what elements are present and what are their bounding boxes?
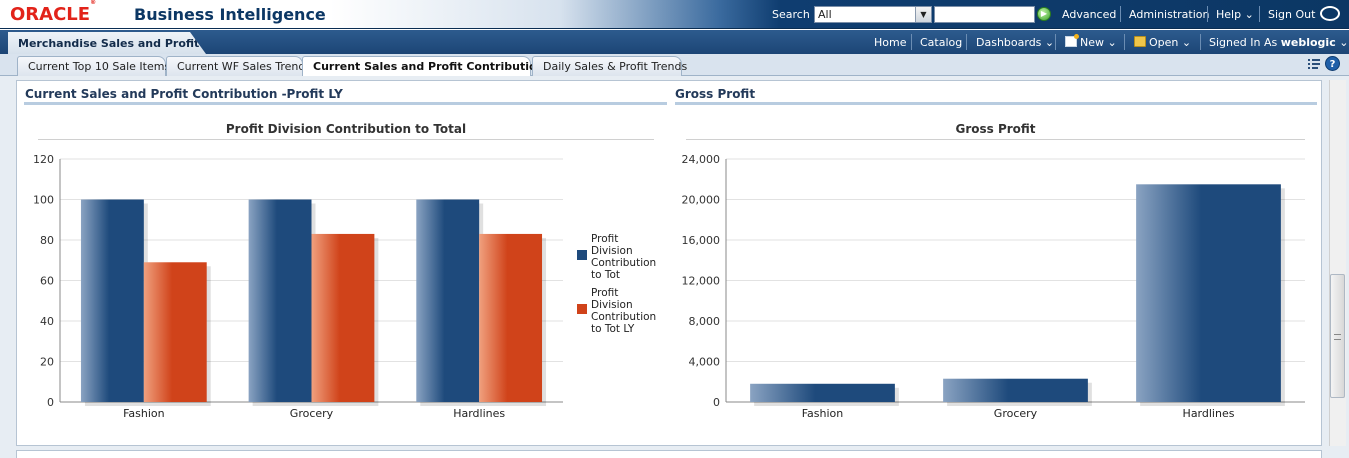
new-menu[interactable]: New ⌄ [1065,34,1117,49]
nav-divider [911,34,912,50]
y-tick-label: 20 [40,356,54,369]
legend-label: Division [591,299,633,311]
y-tick-label: 20,000 [682,194,721,207]
search-scope-value: All [818,8,832,21]
chevron-down-icon: ⌄ [1244,8,1254,21]
legend-label: Division [591,245,633,257]
x-tick-label: Fashion [802,407,844,420]
y-tick-label: 80 [40,234,54,247]
x-tick-label: Grocery [290,407,334,420]
scrollbar-thumb[interactable] [1330,274,1345,398]
tab-daily-sales-profit-trends[interactable]: Daily Sales & Profit Trends [532,56,687,76]
help-menu[interactable]: Help ⌄ [1216,8,1254,21]
y-tick-label: 8,000 [689,315,721,328]
dashboard-title: Merchandise Sales and Profit [18,37,200,50]
y-tick-label: 100 [33,194,54,207]
bar [143,262,207,402]
chevron-down-icon: ⌄ [1181,36,1192,49]
scrollbar-grip-icon [1334,334,1341,340]
search-go-icon[interactable]: ▶ [1037,7,1051,21]
bar [479,233,543,402]
tab-current-sales-and-profit-contribution[interactable]: Current Sales and Profit Contribution [302,56,544,77]
globe-icon[interactable] [1320,6,1340,21]
chevron-down-icon[interactable]: ▼ [915,7,931,22]
bar [311,233,375,402]
x-tick-label: Hardlines [453,407,505,420]
search-input[interactable] [934,6,1035,23]
left-section-underline [24,102,667,105]
legend-label: Contribution [591,257,656,269]
y-tick-label: 0 [713,396,720,409]
chevron-down-icon: ⌄ [1107,36,1117,49]
tab-current-top-10-sale-items[interactable]: Current Top 10 Sale Items [17,56,170,76]
search-label: Search [772,8,810,21]
bar [416,199,480,402]
signed-in-menu[interactable]: Signed In As weblogic ⌄ [1209,36,1349,49]
home-link[interactable]: Home [874,36,907,49]
app-title: Business Intelligence [134,5,326,24]
chevron-down-icon: ⌄ [1044,36,1055,49]
nav-divider [966,34,967,50]
nav-divider [1200,34,1201,50]
bar [1136,184,1281,402]
y-tick-label: 4,000 [689,356,721,369]
dashboards-menu[interactable]: Dashboards ⌄ [976,36,1055,49]
gross-profit-chart: 0 4,000 8,000 12,000 16,000 20,000 24,000 Fashi… [682,153,1305,420]
administration-link[interactable]: Administration [1129,8,1210,21]
bar [80,199,144,402]
legend-label: Contribution [591,311,656,323]
left-chart-title: Profit Division Contribution to Total [225,122,467,136]
folder-icon [1134,36,1146,47]
legend-swatch [577,304,587,314]
oracle-logo: ORACLE® [10,0,97,25]
user-name: weblogic [1280,36,1336,49]
left-section-title: Current Sales and Profit Contribution -P… [25,87,343,101]
bar [943,378,1088,402]
nav-divider [1124,34,1125,50]
bar [750,383,895,402]
advanced-link[interactable]: Advanced [1062,8,1117,21]
legend-label: to Tot [591,269,620,281]
search-scope-select[interactable]: All ▼ [814,6,932,23]
catalog-link[interactable]: Catalog [920,36,963,49]
nav-divider [1207,6,1208,22]
left-chart-title-rule [38,139,654,140]
nav-divider [1055,34,1056,50]
y-tick-label: 120 [33,153,54,166]
y-tick-label: 16,000 [682,234,721,247]
y-tick-label: 60 [40,275,54,288]
y-tick-label: 12,000 [682,275,721,288]
legend-label: to Tot LY [591,323,635,335]
new-document-icon [1065,34,1079,47]
top-header-bar [0,0,1349,29]
y-tick-label: 0 [47,396,54,409]
nav-divider [1120,6,1121,22]
next-section-panel [16,450,1322,458]
page-options-icon[interactable] [1308,58,1322,70]
sign-out-link[interactable]: Sign Out [1268,8,1316,21]
profit-contribution-chart: 0 20 40 60 80 100 120 Fashion Grocery Hardlines Pr… [33,153,656,420]
right-section-underline [675,102,1317,105]
right-section-title: Gross Profit [675,87,756,101]
dashboard-panel [16,80,1322,446]
y-tick-label: 40 [40,315,54,328]
dashboard-title-tab: Merchandise Sales and Profit [8,32,206,54]
x-tick-label: Hardlines [1183,407,1235,420]
open-menu[interactable]: Open ⌄ [1134,36,1191,49]
chevron-down-icon: ⌄ [1339,36,1349,49]
legend-label: Profit [591,233,618,245]
nav-divider [1259,6,1260,22]
x-tick-label: Fashion [123,407,165,420]
help-icon[interactable]: ? [1325,56,1340,71]
x-tick-label: Grocery [994,407,1038,420]
legend-swatch [577,250,587,260]
right-chart-title: Gross Profit [955,122,1036,136]
y-tick-label: 24,000 [682,153,721,166]
bar [248,199,312,402]
right-chart-title-rule [686,139,1305,140]
legend-label: Profit [591,287,618,299]
tab-current-wf-sales-trend[interactable]: Current WF Sales Trend [166,56,305,76]
